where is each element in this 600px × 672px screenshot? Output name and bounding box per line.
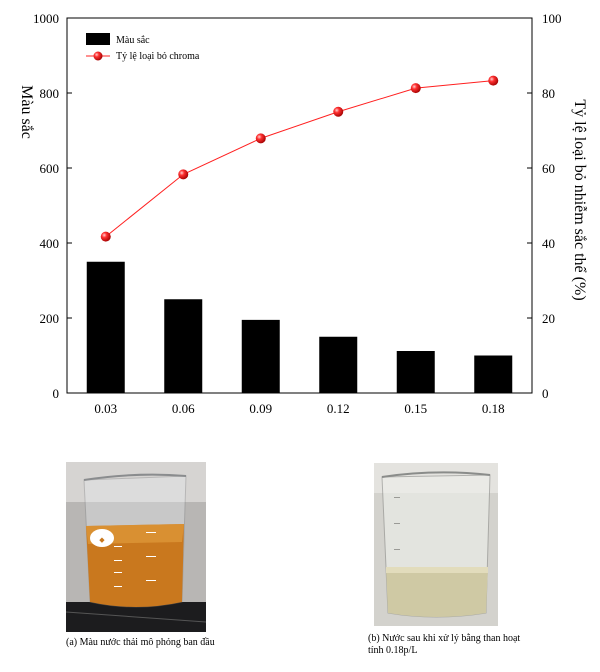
bar xyxy=(396,351,435,393)
svg-text:◆: ◆ xyxy=(99,536,105,544)
x-tick-label: 0.12 xyxy=(327,401,350,416)
legend-line-marker xyxy=(93,51,103,61)
caption-b: (b) Nước sau khi xử lý bằng than hoạt tí… xyxy=(368,633,521,656)
line-point xyxy=(410,83,421,94)
y-tick-label: 800 xyxy=(40,86,60,101)
y2-tick-label: 80 xyxy=(542,86,555,101)
y2-tick-label: 20 xyxy=(542,311,555,326)
bar xyxy=(474,355,513,393)
series-line xyxy=(105,80,494,238)
y-axis-title: Màu sắc xyxy=(18,85,35,139)
photo-initial-wastewater: ◆ xyxy=(66,462,206,632)
legend-bar-swatch xyxy=(86,33,110,45)
combo-chart: 0 200 400 600 800 1000 0 20 40 60 80 100 0.03 0.06 0… xyxy=(18,11,588,416)
x-tick-label: 0.15 xyxy=(404,401,427,416)
y-tick-label: 0 xyxy=(53,386,60,401)
y-tick-label: 1000 xyxy=(33,11,59,26)
bar xyxy=(241,319,280,393)
y2-tick-label: 40 xyxy=(542,236,555,251)
plot-frame xyxy=(66,17,533,394)
line-point xyxy=(255,133,266,144)
x-tick-label: 0.06 xyxy=(172,401,195,416)
x-tick-label: 0.18 xyxy=(482,401,505,416)
y2-axis-title: Tỷ lệ loại bỏ nhiễm sắc thể (%) xyxy=(571,99,588,300)
line-point xyxy=(333,106,344,117)
x-tick-label: 0.03 xyxy=(94,401,117,416)
legend: Màu sắc Tỷ lệ loại bỏ chroma xyxy=(86,33,200,62)
y-tick-label: 200 xyxy=(40,311,60,326)
caption-a: (a) Màu nước thải mô phỏng ban đầu xyxy=(66,637,215,648)
photo-treated-water xyxy=(374,463,498,626)
bar xyxy=(319,336,358,393)
line-point xyxy=(178,169,189,180)
y2-tick-label: 100 xyxy=(542,11,562,26)
bar xyxy=(86,261,125,393)
line-point xyxy=(488,75,499,86)
legend-line-label: Tỷ lệ loại bỏ chroma xyxy=(116,51,200,62)
bar xyxy=(164,299,203,393)
y2-tick-label: 0 xyxy=(542,386,549,401)
x-tick-label: 0.09 xyxy=(249,401,272,416)
y-tick-label: 600 xyxy=(40,161,60,176)
legend-bar-label: Màu sắc xyxy=(116,35,150,46)
y-tick-label: 400 xyxy=(40,236,60,251)
y2-tick-label: 60 xyxy=(542,161,555,176)
line-point xyxy=(100,231,111,242)
